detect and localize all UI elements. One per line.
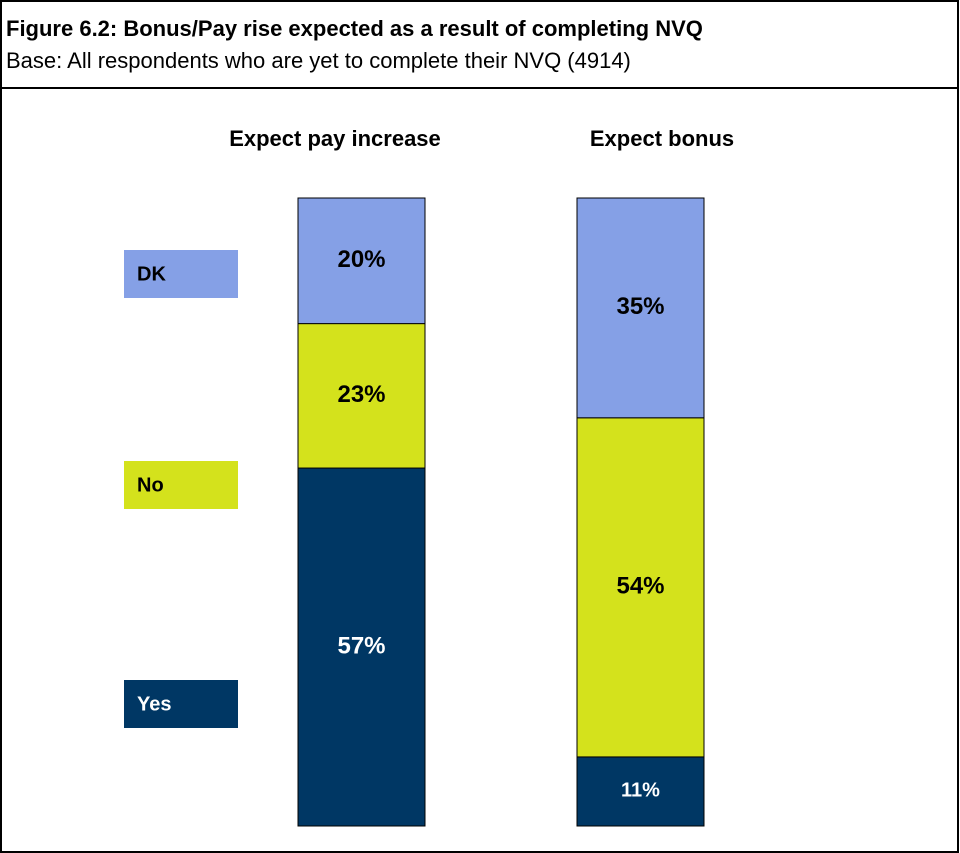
bar-segment xyxy=(576,756,705,827)
legend-label: Yes xyxy=(137,693,171,715)
legend-label: DK xyxy=(137,263,166,285)
value-label: 23% xyxy=(337,381,385,408)
category-label: Expect pay increase xyxy=(229,126,441,151)
value-label: 54% xyxy=(616,573,664,600)
value-label: 20% xyxy=(337,246,385,273)
value-label: 11% xyxy=(621,780,660,802)
chart-subtitle: Base: All respondents who are yet to com… xyxy=(6,48,631,73)
legend-label: No xyxy=(137,474,164,496)
legend-swatch xyxy=(124,680,238,728)
bar-segment xyxy=(297,197,426,325)
value-label: 57% xyxy=(337,632,385,659)
value-label: 35% xyxy=(616,293,664,320)
legend-swatch xyxy=(124,250,238,298)
bar-segment xyxy=(297,323,426,469)
chart-title: Figure 6.2: Bonus/Pay rise expected as a… xyxy=(6,16,703,41)
legend-swatch xyxy=(124,461,238,509)
category-label: Expect bonus xyxy=(590,126,734,151)
bar-segment xyxy=(576,197,705,419)
bar-segment xyxy=(576,417,705,758)
bar-segment xyxy=(297,467,426,827)
